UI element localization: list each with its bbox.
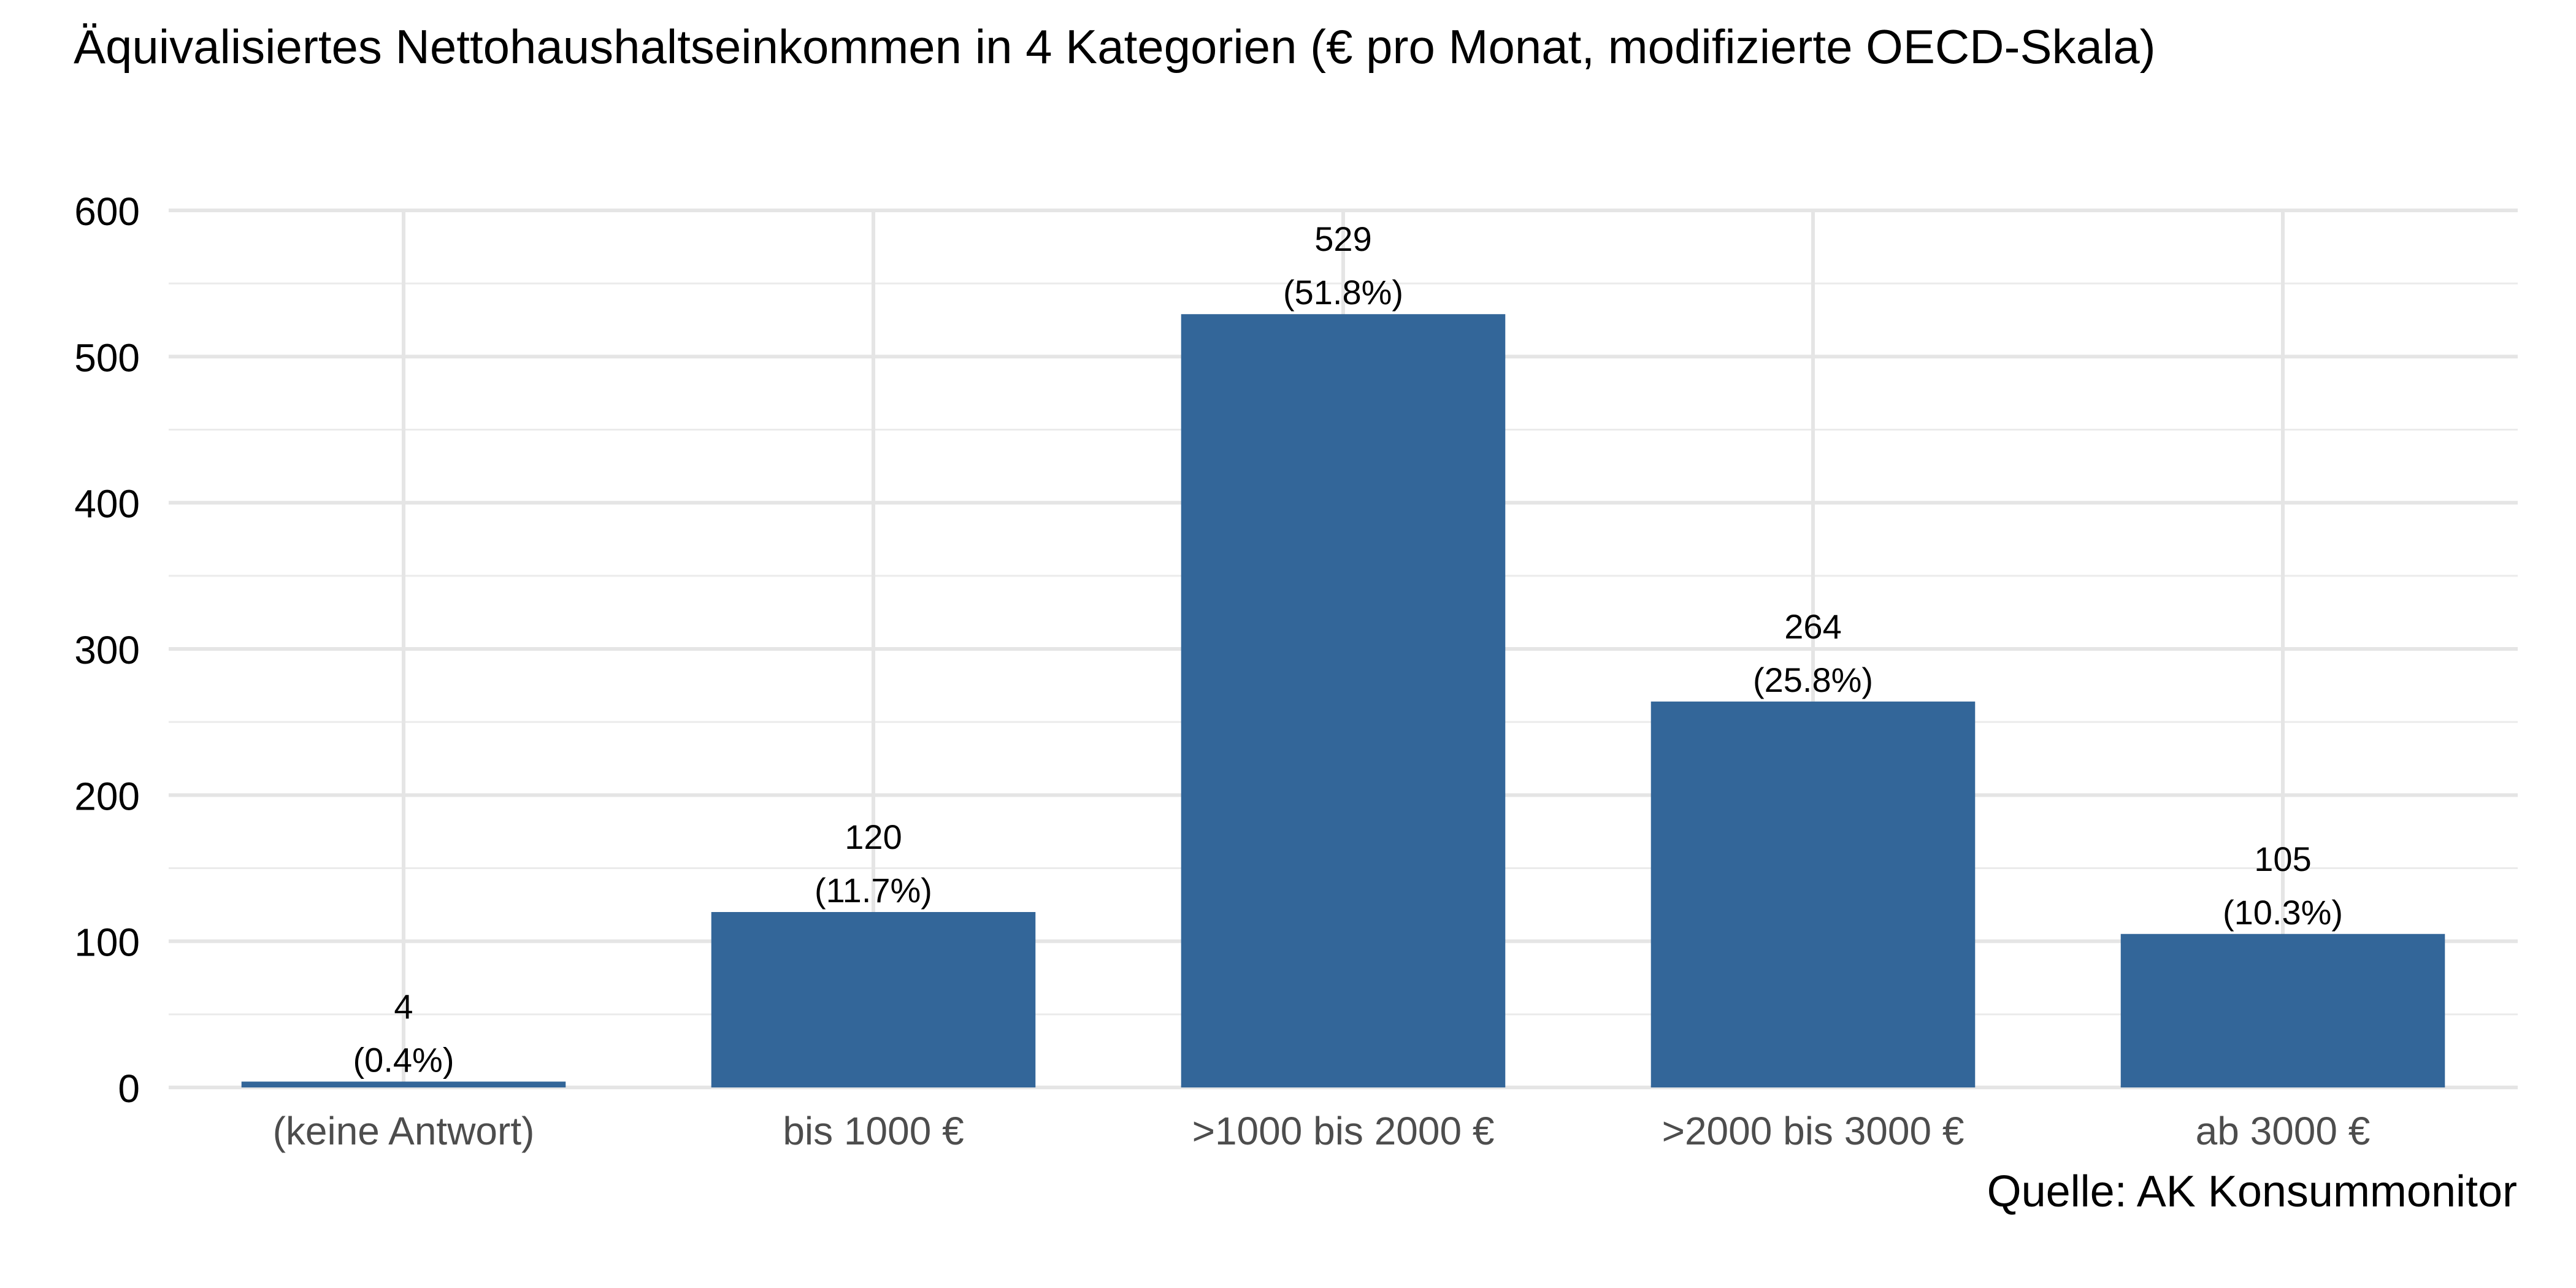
bar-value-label: 120	[845, 818, 902, 856]
x-tick-label: >1000 bis 2000 €	[1192, 1109, 1495, 1153]
y-tick-label: 200	[74, 774, 140, 818]
bar-percent-label: (11.7%)	[815, 871, 932, 910]
bar-percent-label: (51.8%)	[1283, 273, 1403, 312]
bar-percent-label: (10.3%)	[2223, 893, 2343, 932]
bar-value-label: 4	[394, 987, 413, 1025]
chart-caption: Quelle: AK Konsummonitor	[1987, 1167, 2517, 1216]
y-tick-label: 500	[74, 335, 140, 380]
x-tick-label: bis 1000 €	[783, 1109, 964, 1153]
bars	[241, 314, 2445, 1087]
x-tick-label: ab 3000 €	[2196, 1109, 2371, 1153]
x-tick-label: (keine Antwort)	[273, 1109, 535, 1153]
bar-percent-label: (0.4%)	[353, 1040, 454, 1079]
y-axis: 0 100 200 300 400 500 600	[74, 190, 140, 1111]
bar	[241, 1081, 566, 1087]
y-tick-label: 300	[74, 628, 140, 672]
bar-value-label: 529	[1314, 220, 1371, 258]
bar-percent-label: (25.8%)	[1753, 661, 1873, 699]
bar	[1181, 314, 1506, 1087]
y-tick-label: 400	[74, 482, 140, 526]
bar-value-label: 264	[1784, 607, 1841, 646]
bar-value-label: 105	[2254, 840, 2311, 878]
bar	[1650, 701, 1976, 1087]
data-labels: 4 (0.4%) 120 (11.7%) 529 (51.8%) 264 (25.8%) 105…	[353, 220, 2344, 1079]
y-tick-label: 0	[118, 1067, 140, 1111]
x-tick-label: >2000 bis 3000 €	[1662, 1109, 1965, 1153]
chart-title: Äquivalisiertes Nettohaushaltseinkommen …	[74, 20, 2156, 74]
bar	[2120, 933, 2445, 1087]
x-axis: (keine Antwort) bis 1000 € >1000 bis 2000 …	[273, 1109, 2371, 1153]
y-tick-label: 100	[74, 921, 140, 965]
bar	[711, 912, 1036, 1087]
y-tick-label: 600	[74, 190, 140, 234]
